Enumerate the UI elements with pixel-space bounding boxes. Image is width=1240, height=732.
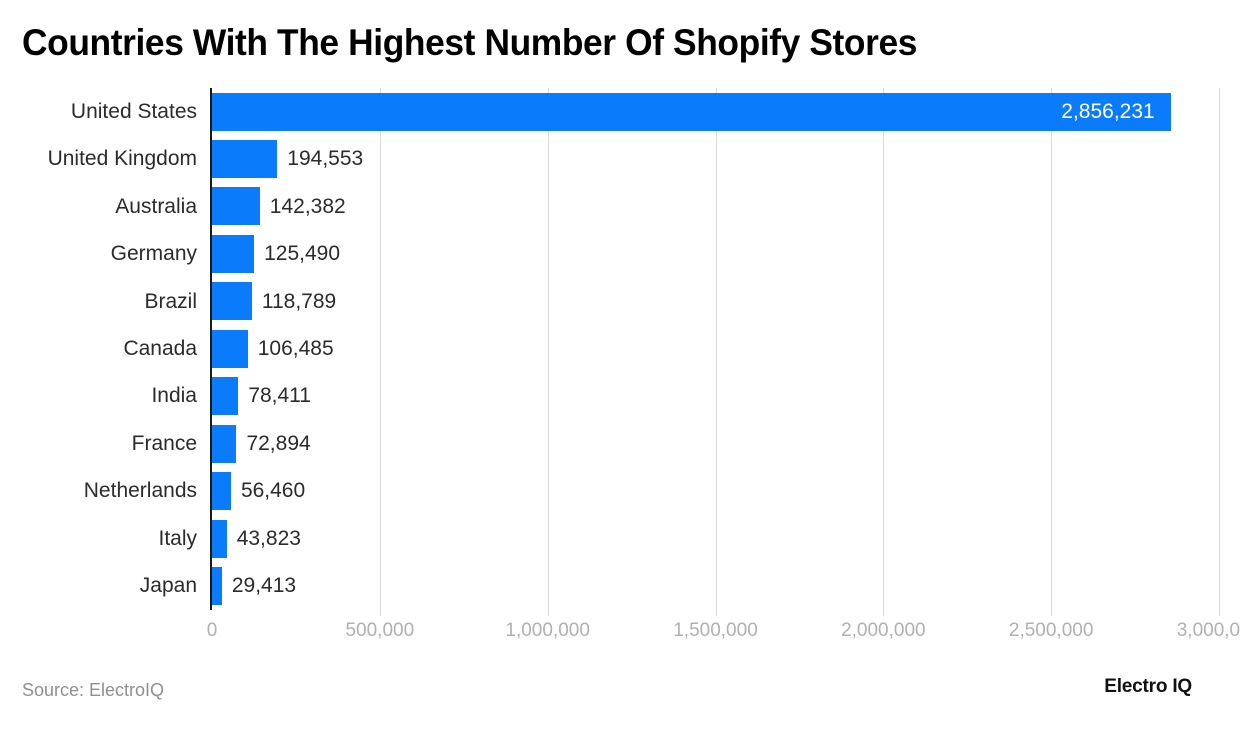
bar-value-label: 56,460 [240,479,306,503]
plot-area: United States 2,856,231 United Kingdom 194,… [0,88,1240,610]
bar[interactable] [212,92,1171,131]
x-tick-label: 1,500,000 [673,620,758,641]
bar[interactable] [212,377,239,416]
x-tick-mark [883,610,885,616]
bar-row: Germany 125,490 [0,230,1240,277]
bar-row: Brazil 118,789 [0,278,1240,325]
bar-value-label: 125,490 [264,242,341,266]
bar-row: Australia 142,382 [0,183,1240,230]
bar-value-label: 106,485 [257,336,334,360]
bar-row: Netherlands 56,460 [0,468,1240,515]
x-tick-label: 0 [206,620,218,641]
x-tick-label: 1,000,000 [505,620,590,641]
category-label: Canada [123,336,197,360]
x-tick-label: 2,500,000 [1008,620,1094,641]
bar-row: Canada 106,485 [0,325,1240,372]
bar[interactable] [212,329,248,368]
category-label: Germany [110,242,197,266]
bar-row: United States 2,856,231 [0,88,1240,135]
gridline [547,88,549,610]
bar[interactable] [212,567,222,606]
gridline [1051,88,1053,610]
category-label: Italy [158,526,197,550]
x-tick-label: 3,000,000 [1176,620,1240,641]
bar[interactable] [212,234,255,273]
brand-logo: Electro IQ [1104,676,1192,697]
bar[interactable] [212,139,278,178]
y-axis-line [210,88,212,610]
source-note: Source: ElectroIQ [22,680,165,700]
category-label: India [151,384,197,408]
bar-row: United Kingdom 194,553 [0,135,1240,182]
bar-value-label: 118,789 [261,289,337,313]
category-label: Brazil [144,289,197,313]
bar-value-label: 43,823 [236,526,301,550]
bar-rows: United States 2,856,231 United Kingdom 194,… [0,88,1240,610]
x-axis: 0 500,000 1,000,000 1,500,000 2,000,000 2,500… [0,610,1240,650]
bar-row: Japan 29,413 [0,563,1240,610]
bar-value-label: 142,382 [269,194,346,218]
bar-row: India 78,411 [0,373,1240,420]
bar-value-label: 78,411 [248,384,311,408]
category-label: Japan [139,574,197,598]
category-label: Australia [115,194,197,218]
x-tick-label: 2,000,000 [841,620,926,641]
bar-value-label: 194,553 [287,147,364,171]
page-title: Countries With The Highest Number Of Sho… [22,22,918,63]
bar[interactable] [212,187,260,226]
gridline [715,88,717,610]
bar-row: Italy 43,823 [0,515,1240,562]
gridline [883,88,885,610]
x-tick-mark [715,610,717,616]
category-label: Netherlands [83,479,197,503]
x-tick-mark [1051,610,1053,616]
bar[interactable] [212,282,252,321]
bar[interactable] [212,424,237,463]
bar[interactable] [212,472,231,511]
gridline [1219,88,1220,610]
bar[interactable] [212,519,227,558]
bar-row: France 72,894 [0,420,1240,467]
gridline [379,88,381,610]
x-tick-mark [547,610,549,616]
bar-value-label: 2,856,231 [1061,99,1155,123]
bar-value-label: 72,894 [246,431,311,455]
category-label: France [131,431,197,455]
x-tick-mark [379,610,381,616]
category-label: United Kingdom [47,147,197,171]
gridlines [0,88,1240,610]
x-tick-label: 500,000 [345,620,415,641]
x-tick-mark [1219,610,1220,616]
category-label: United States [70,99,197,123]
bar-value-label: 29,413 [231,574,297,598]
